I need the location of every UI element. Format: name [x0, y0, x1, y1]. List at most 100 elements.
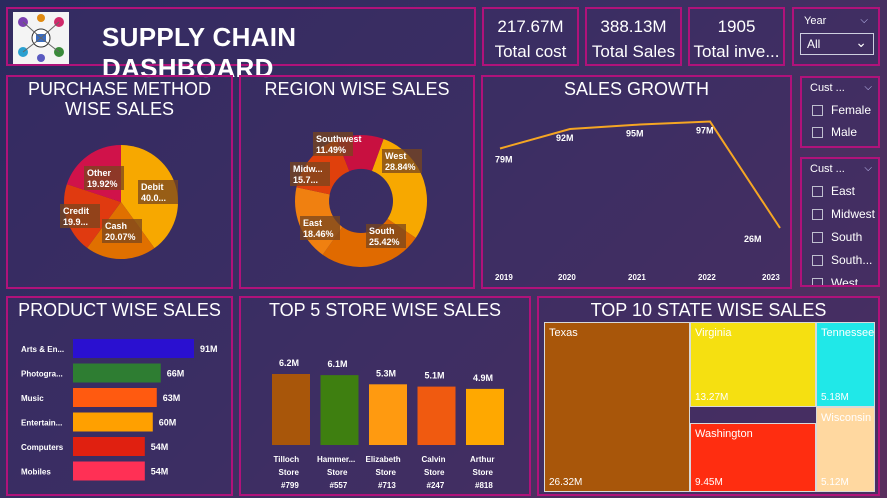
kpi-value: 388.13M	[600, 17, 667, 36]
checkbox-label: Female	[831, 103, 872, 117]
bar-category-label: #247	[427, 481, 445, 490]
checkbox-box[interactable]	[812, 126, 823, 138]
x-axis-tick-label: 2023	[762, 273, 780, 282]
store-bar[interactable]	[369, 384, 407, 445]
store-bar[interactable]	[320, 375, 359, 445]
data-label-box	[382, 149, 422, 173]
bar-category-label: Arthur	[470, 455, 494, 464]
slice-value-label: 40.0...	[141, 193, 166, 203]
slice-category-label: Credit	[63, 206, 89, 216]
header-panel: SUPPLY CHAIN DASHBOARD	[6, 7, 476, 83]
bar-category-label: #557	[330, 481, 348, 490]
checkbox-southwest[interactable]: South...	[812, 253, 872, 267]
store-sales-panel: TOP 5 STORE WISE SALES 6.2M Tilloch Store #…	[239, 296, 531, 496]
bar-category-label: Store	[376, 468, 397, 477]
checkbox-south[interactable]: South	[812, 230, 862, 244]
bar-value-label: 5.1M	[425, 371, 445, 381]
chevron-down-icon[interactable]: ⌵	[864, 82, 872, 93]
bar-value-label: 66M	[167, 369, 185, 379]
line-value-label: 95M	[626, 129, 644, 139]
bar-value-label: 60M	[159, 418, 177, 428]
bar-category-label: Tilloch	[274, 455, 300, 464]
bar-category-label: #799	[281, 481, 299, 490]
checkbox-box[interactable]	[812, 254, 823, 266]
checkbox-midwest[interactable]: Midwest	[812, 207, 875, 221]
data-label-box	[300, 216, 340, 240]
slice-category-label: Southwest	[316, 134, 362, 144]
checkbox-west[interactable]: West	[812, 276, 859, 287]
product-sales-panel: PRODUCT WISE SALES Arts & En... 91M Photog…	[6, 296, 233, 496]
supply-chain-logo-icon	[18, 14, 64, 62]
year-slicer-label: Year	[804, 15, 827, 27]
checkbox-label: West	[831, 276, 859, 287]
treemap-cell[interactable]: Wisconsin 5.12M	[816, 407, 875, 492]
checkbox-box[interactable]	[812, 185, 823, 197]
slice-category-label: Other	[87, 168, 112, 178]
treemap-cell-value: 5.12M	[821, 477, 849, 488]
data-label-box	[138, 180, 178, 204]
treemap-cell-name: Texas	[549, 327, 578, 339]
treemap-cell-value: 13.27M	[695, 392, 729, 403]
checkbox-box[interactable]	[812, 231, 823, 243]
bar-value-label: 4.9M	[473, 373, 493, 383]
x-axis-tick-label: 2020	[558, 273, 576, 282]
bar-category-label: Hammer...	[317, 455, 355, 464]
year-slicer: Year ⌵ All ⌄	[792, 7, 880, 66]
bar-category-label: Store	[279, 468, 300, 477]
treemap-cell-value: 26.32M	[549, 477, 583, 488]
store-bar[interactable]	[417, 386, 456, 445]
treemap-cell[interactable]: Tennessee 5.18M	[816, 322, 875, 407]
slice-value-label: 19.9...	[63, 217, 88, 227]
slice-value-label: 20.07%	[105, 232, 136, 242]
line-value-label: 79M	[495, 155, 513, 165]
checkbox-male[interactable]: Male	[812, 125, 857, 139]
treemap-cell[interactable]: Washington 9.45M	[690, 423, 816, 492]
kpi-label: Total cost	[494, 42, 567, 61]
checkbox-box[interactable]	[812, 104, 823, 116]
bar-category-label: Store	[473, 468, 494, 477]
checkbox-box[interactable]	[812, 277, 823, 285]
checkbox-label: South	[831, 230, 863, 244]
bar-value-label: 91M	[200, 344, 218, 354]
chevron-down-icon[interactable]: ⌵	[860, 15, 868, 26]
line-value-label: 97M	[696, 126, 714, 136]
kpi-label: Total inve...	[693, 42, 780, 61]
treemap-cell[interactable]: Texas 26.32M	[544, 322, 690, 492]
product-bar[interactable]	[73, 461, 145, 481]
checkbox-east[interactable]: East	[812, 184, 855, 198]
bar-category-label: Photogra...	[21, 370, 63, 379]
slice-value-label: 18.46%	[303, 229, 334, 239]
purchase-method-panel: PURCHASE METHOD WISE SALES Debit 40.0... C…	[6, 75, 233, 289]
bar-category-label: #713	[378, 481, 396, 490]
product-bar-chart: Arts & En... 91M Photogra... 66M Music 63M Ent…	[21, 339, 218, 481]
bar-category-label: Calvin	[422, 455, 446, 464]
product-bar[interactable]	[73, 437, 145, 456]
product-bar[interactable]	[73, 388, 157, 407]
panel-title: PRODUCT WISE SALES	[18, 300, 221, 320]
product-bar[interactable]	[73, 339, 194, 358]
line-value-label: 26M	[744, 234, 762, 244]
year-dropdown-value: All	[807, 37, 821, 51]
store-bar[interactable]	[272, 374, 310, 445]
slice-category-label: Debit	[141, 182, 164, 192]
checkbox-box[interactable]	[812, 208, 823, 220]
checkbox-female[interactable]: Female	[812, 103, 871, 117]
year-dropdown[interactable]: All ⌄	[800, 33, 874, 55]
product-bar[interactable]	[73, 363, 161, 383]
bar-value-label: 54M	[151, 467, 169, 477]
product-bar[interactable]	[73, 412, 153, 432]
x-axis-tick-label: 2022	[698, 273, 716, 282]
data-label-box	[84, 166, 124, 190]
chevron-down-icon[interactable]: ⌵	[864, 163, 872, 174]
store-bar[interactable]	[466, 388, 504, 445]
state-treemap: Texas 26.32M Virginia 13.27M Washington 9.45M…	[544, 322, 875, 492]
treemap-cell-name: Tennessee	[821, 327, 875, 339]
line-value-label: 92M	[556, 133, 574, 143]
region-slicer: Cust ... ⌵ East Midwest South South... W…	[800, 157, 880, 287]
treemap-cell[interactable]: Virginia 13.27M	[690, 322, 816, 407]
slice-category-label: Cash	[105, 221, 127, 231]
bar-value-label: 6.1M	[328, 359, 348, 369]
sales-growth-line-chart: 79M 2019 92M 2020 95M 2021 97M 2022 26M 2023	[495, 120, 781, 282]
bar-category-label: Computers	[21, 443, 64, 452]
